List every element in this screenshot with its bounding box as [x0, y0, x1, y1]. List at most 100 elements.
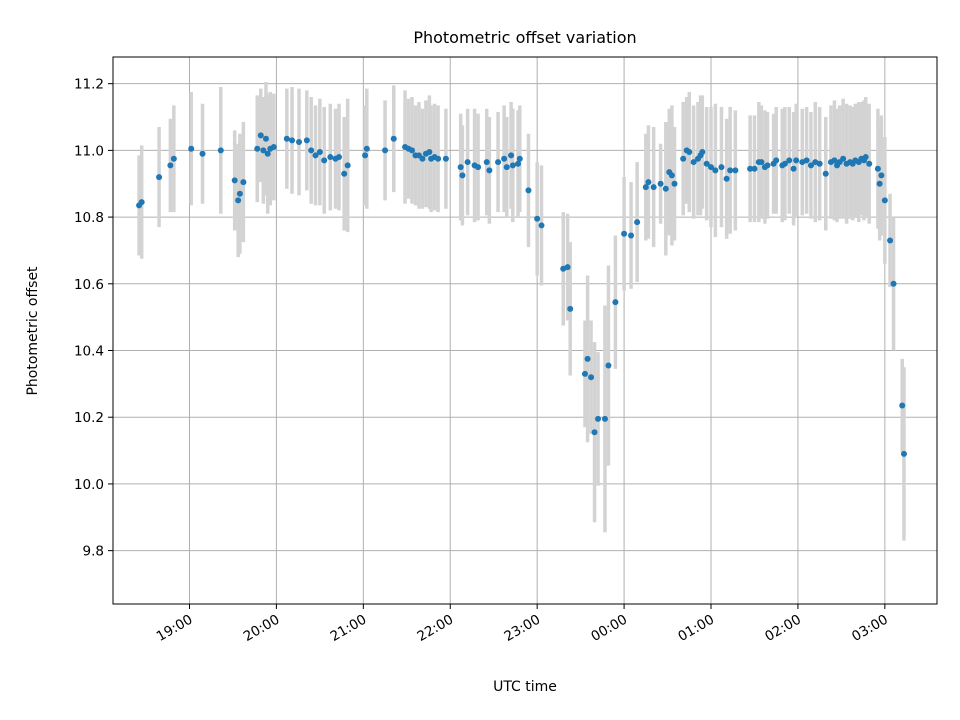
data-point: [718, 164, 725, 171]
data-point: [341, 170, 348, 177]
data-point: [634, 219, 641, 226]
data-point: [296, 139, 303, 146]
plot-frame: [112, 56, 938, 605]
data-point: [621, 230, 628, 237]
data-point: [581, 370, 588, 377]
y-axis-ticks: 9.8 10.0 10.2 10.4 10.6 10.8 11.0 11.2: [74, 77, 113, 560]
x-axis-label: UTC time: [493, 679, 557, 695]
data-point: [264, 150, 271, 157]
data-point: [887, 237, 894, 244]
data-point: [534, 215, 541, 222]
data-point: [508, 152, 515, 159]
data-point: [538, 222, 545, 229]
data-point: [605, 362, 612, 369]
data-point: [862, 154, 869, 161]
data-point: [442, 155, 449, 162]
data-point: [464, 159, 471, 166]
data-point: [564, 264, 571, 271]
data-point: [601, 415, 608, 422]
data-point: [723, 175, 730, 182]
data-point: [699, 149, 706, 156]
data-point: [628, 232, 635, 239]
data-point: [764, 162, 771, 169]
data-point: [878, 172, 885, 179]
data-point: [390, 135, 397, 142]
data-point: [671, 180, 678, 187]
data-point: [344, 162, 351, 169]
data-point: [435, 155, 442, 162]
y-tick-label: 10.4: [74, 344, 104, 360]
chart-title: Photometric offset variation: [413, 28, 636, 47]
data-point: [419, 155, 426, 162]
data-point: [170, 155, 177, 162]
data-point: [703, 160, 710, 167]
data-point: [516, 155, 523, 162]
y-tick-label: 11.0: [74, 143, 104, 159]
data-point: [515, 160, 522, 167]
data-point: [327, 154, 334, 161]
data-point: [236, 190, 243, 197]
data-point: [758, 159, 765, 166]
data-point: [188, 145, 195, 152]
data-point: [690, 159, 697, 166]
data-point: [612, 299, 619, 306]
data-point: [316, 149, 323, 156]
data-point: [588, 374, 595, 381]
data-point: [642, 184, 649, 191]
data-point: [270, 144, 277, 151]
data-point: [686, 149, 693, 156]
y-tick-label: 10.2: [74, 410, 104, 426]
data-point: [308, 147, 315, 154]
data-point: [840, 155, 847, 162]
data-point: [727, 167, 734, 174]
data-point: [732, 167, 739, 174]
data-point: [495, 159, 502, 166]
data-point: [501, 155, 508, 162]
data-point: [595, 415, 602, 422]
data-point: [483, 159, 490, 166]
data-point: [217, 147, 224, 154]
data-point: [584, 355, 591, 362]
data-point: [257, 132, 264, 139]
y-tick-label: 9.8: [83, 544, 104, 560]
data-point: [786, 157, 793, 164]
data-point: [807, 162, 814, 169]
data-point: [708, 164, 715, 171]
data-point: [657, 180, 664, 187]
data-point: [790, 165, 797, 172]
y-tick-label: 10.8: [74, 210, 104, 226]
data-point: [240, 179, 247, 186]
data-point: [363, 145, 370, 152]
data-point: [645, 179, 652, 186]
data-point: [866, 160, 873, 167]
y-tick-label: 11.2: [74, 77, 104, 93]
data-point: [567, 305, 574, 312]
data-point: [289, 137, 296, 144]
data-point: [680, 155, 687, 162]
data-point: [426, 149, 433, 156]
data-point: [662, 185, 669, 192]
data-point: [831, 157, 838, 164]
y-tick-label: 10.6: [74, 277, 104, 293]
data-point: [822, 170, 829, 177]
y-axis-label: Photometric offset: [25, 266, 41, 396]
data-point: [773, 157, 780, 164]
data-point: [262, 135, 269, 142]
data-point: [231, 177, 238, 184]
data-point: [747, 165, 754, 172]
data-point: [457, 164, 464, 171]
data-point: [138, 199, 145, 206]
data-point: [335, 154, 342, 161]
data-point: [525, 187, 532, 194]
data-point: [781, 160, 788, 167]
data-point: [874, 165, 881, 172]
data-point: [816, 160, 823, 167]
data-point: [509, 162, 516, 169]
data-point: [803, 157, 810, 164]
data-point: [199, 150, 206, 157]
data-point: [382, 147, 389, 154]
data-point: [260, 147, 267, 154]
data-point: [712, 167, 719, 174]
